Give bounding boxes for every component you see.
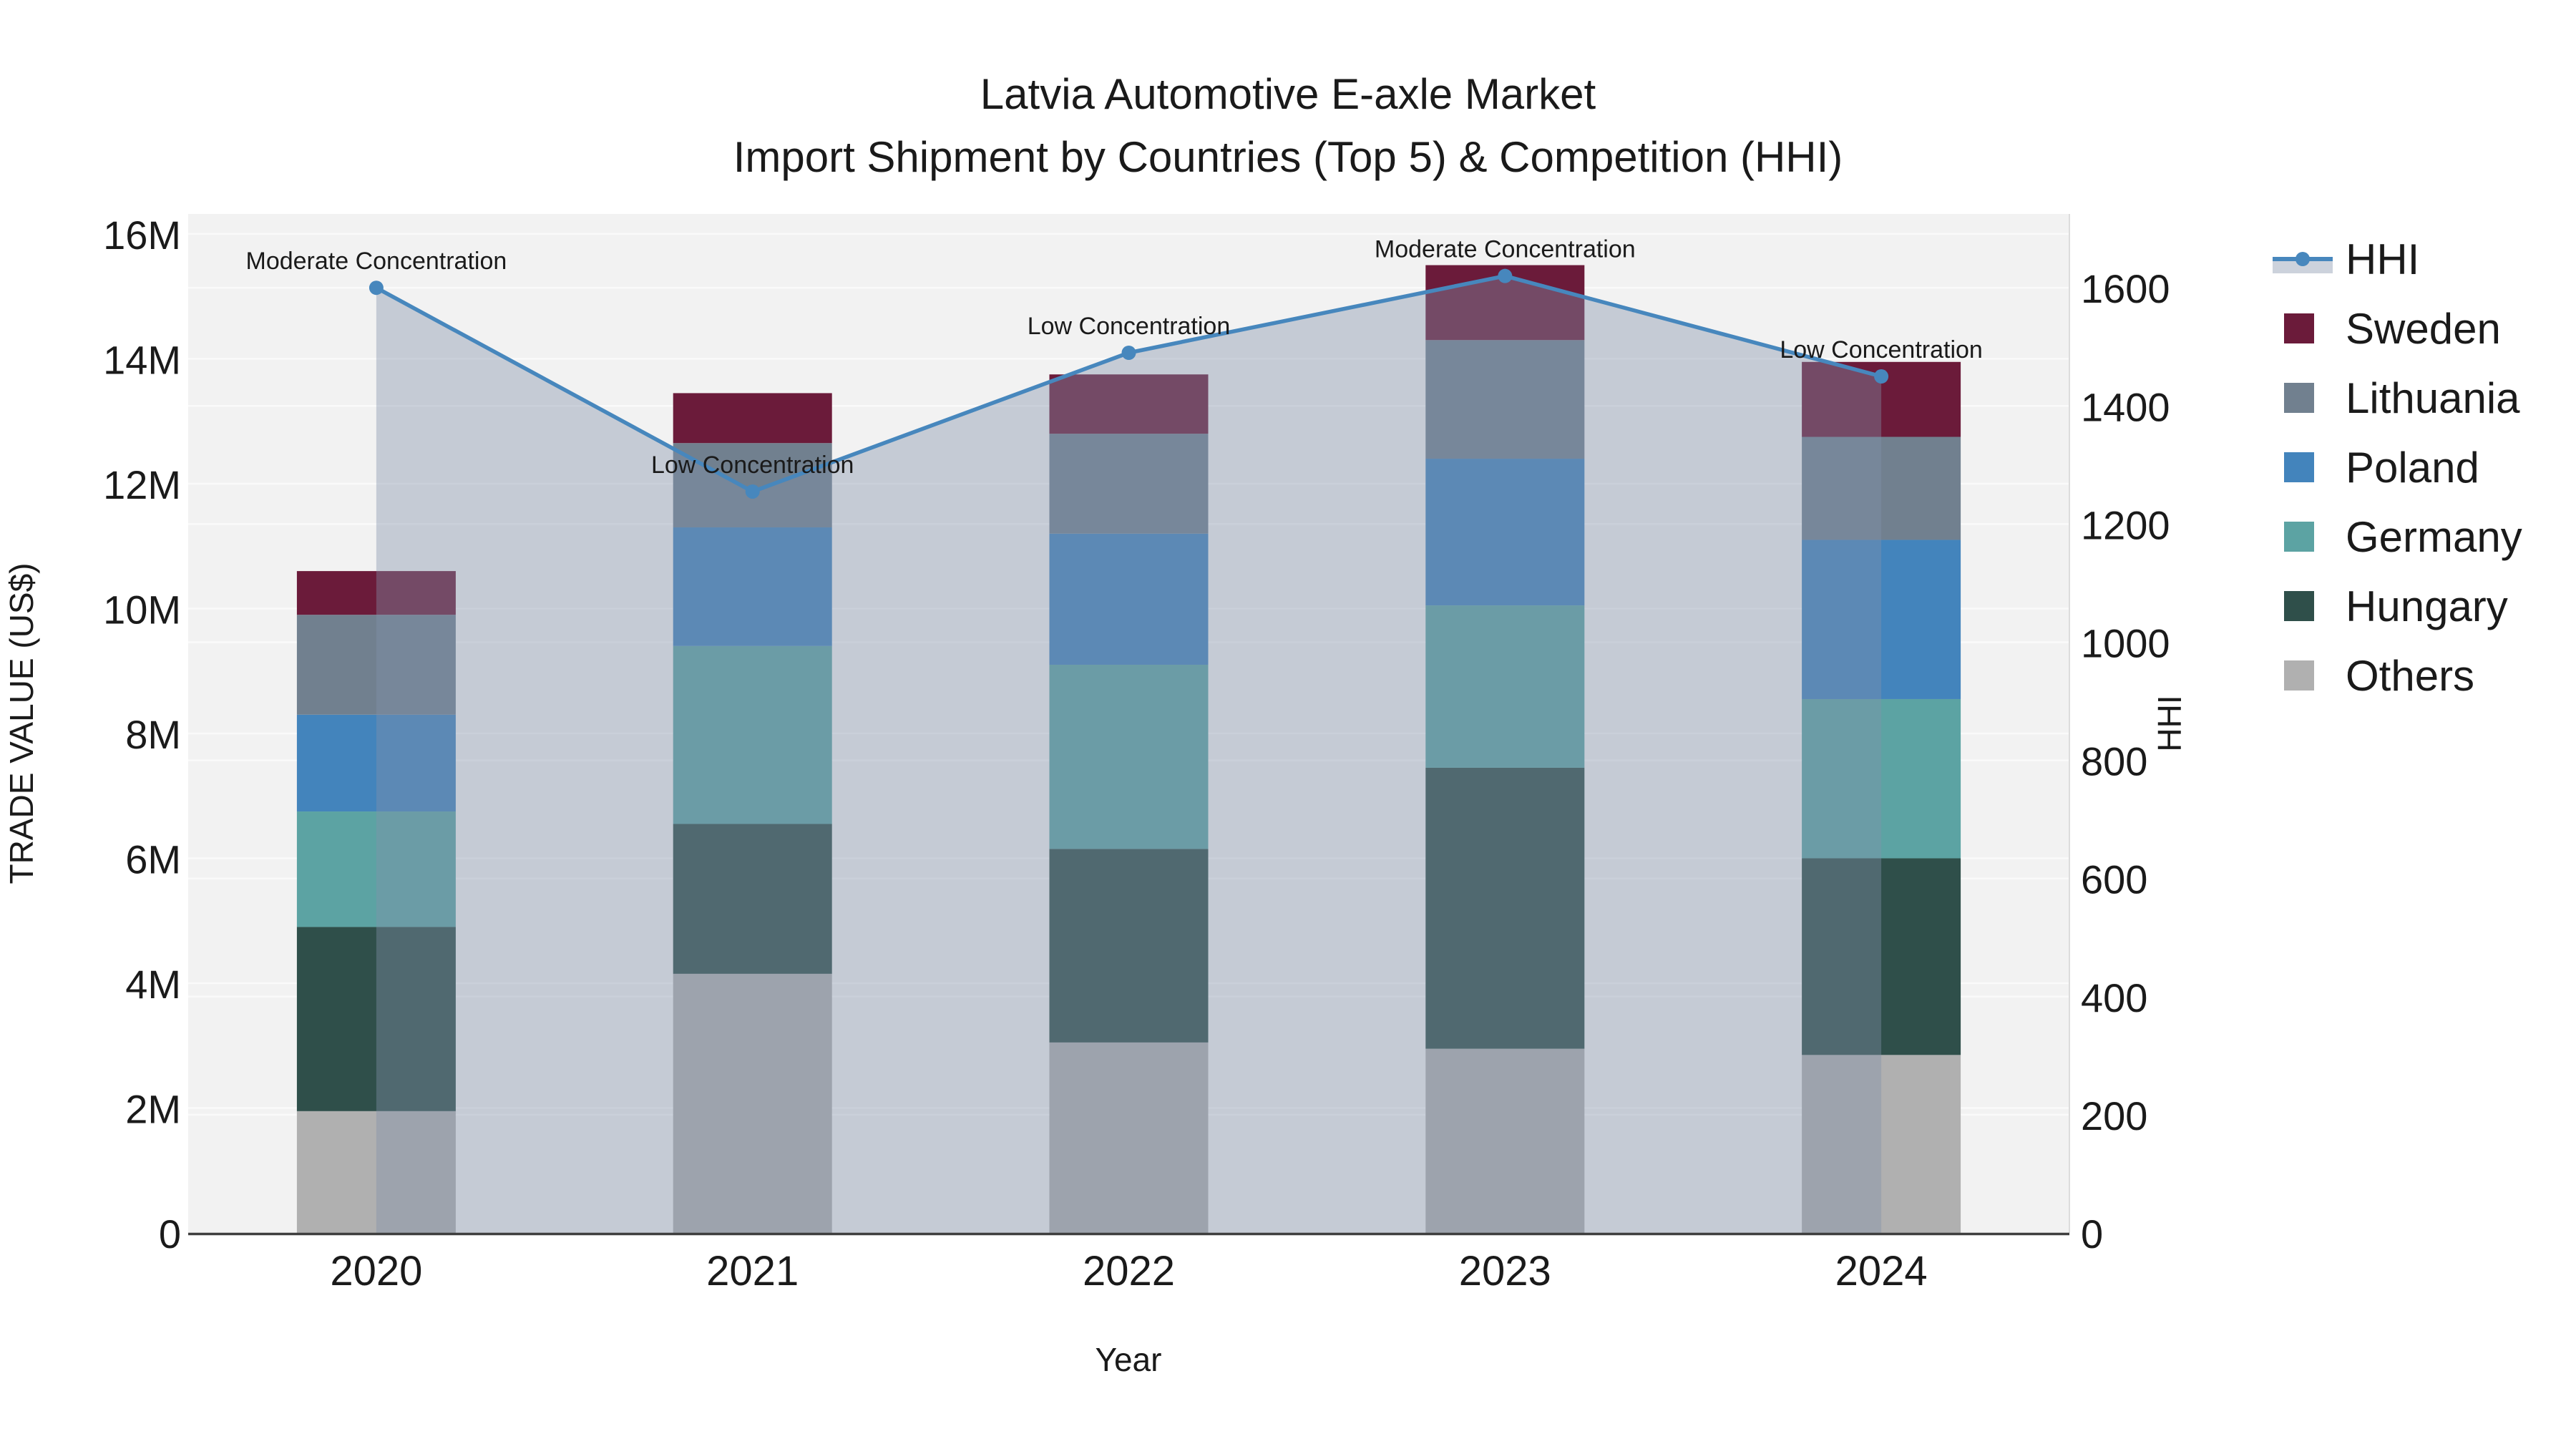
bar-segment-2020-lithuania[interactable] <box>296 615 456 715</box>
x-tick-2024: 2024 <box>1835 1248 1928 1294</box>
right-tick-1600: 1600 <box>2081 266 2170 311</box>
legend-swatch-germany <box>2284 522 2314 552</box>
bar-segment-2021-hungary[interactable] <box>673 824 832 974</box>
hhi-area-fill <box>376 275 1882 1234</box>
hhi-marker-2023[interactable] <box>1498 268 1513 283</box>
bar-segment-2022-hungary[interactable] <box>1049 849 1209 1043</box>
x-tick-2023: 2023 <box>1459 1248 1551 1294</box>
legend-swatch-others <box>2284 660 2314 691</box>
bar-segment-2024-hungary[interactable] <box>1802 858 1961 1055</box>
axes-layer: 0 2M 4M 6M 8M 10M 12M 14M 16M 0 200 400 600 800 1000 12… <box>103 213 2170 1294</box>
right-tick-600: 600 <box>2081 857 2147 902</box>
right-tick-1200: 1200 <box>2081 502 2170 547</box>
legend-swatch-hungary <box>2284 591 2314 621</box>
annotation-2022: Low Concentration <box>1028 313 1231 340</box>
bar-segment-2024-lithuania[interactable] <box>1802 436 1961 540</box>
legend-item-sweden[interactable]: Sweden <box>2284 305 2501 353</box>
bar-segment-2022-germany[interactable] <box>1049 664 1209 849</box>
bar-segment-2023-lithuania[interactable] <box>1425 340 1585 459</box>
right-tick-800: 800 <box>2081 739 2147 784</box>
right-tick-0: 0 <box>2081 1211 2103 1257</box>
annotation-2023: Moderate Concentration <box>1375 236 1636 263</box>
left-tick-4M: 4M <box>125 962 181 1007</box>
bar-segment-2020-hungary[interactable] <box>296 927 456 1111</box>
stacked-bars-layer <box>296 265 1961 1233</box>
bar-segment-2022-sweden[interactable] <box>1049 374 1209 434</box>
annotation-2024: Low Concentration <box>1780 336 1983 364</box>
bar-segment-2022-lithuania[interactable] <box>1049 434 1209 534</box>
chart-title-line1: Latvia Automotive E-axle Market <box>980 70 1596 118</box>
bar-segment-2022-poland[interactable] <box>1049 533 1209 665</box>
bar-segment-2020-others[interactable] <box>296 1111 456 1233</box>
hhi-marker-2022[interactable] <box>1121 345 1136 360</box>
legend-item-germany[interactable]: Germany <box>2284 513 2522 561</box>
left-tick-6M: 6M <box>125 836 181 882</box>
hhi-marker-2021[interactable] <box>745 484 760 499</box>
right-tick-1400: 1400 <box>2081 384 2170 429</box>
bar-segment-2023-poland[interactable] <box>1425 459 1585 606</box>
legend-label-lithuania: Lithuania <box>2346 374 2520 422</box>
left-tick-12M: 12M <box>103 462 181 507</box>
bar-segment-2023-others[interactable] <box>1425 1048 1585 1233</box>
bar-segment-2021-sweden[interactable] <box>673 393 832 444</box>
left-axis-title: TRADE VALUE (US$) <box>3 562 40 884</box>
left-tick-0: 0 <box>159 1211 181 1257</box>
bar-segment-2024-others[interactable] <box>1802 1055 1961 1233</box>
hhi-marker-2020[interactable] <box>369 280 384 296</box>
legend-swatch-sweden <box>2284 313 2314 343</box>
bar-segment-2024-germany[interactable] <box>1802 698 1961 859</box>
bar-segment-2024-poland[interactable] <box>1802 540 1961 699</box>
x-axis-title: Year <box>1096 1341 1162 1378</box>
left-tick-16M: 16M <box>103 213 181 258</box>
right-tick-400: 400 <box>2081 975 2147 1020</box>
bar-segment-2021-others[interactable] <box>673 973 832 1233</box>
legend-label-poland: Poland <box>2346 444 2479 492</box>
annotations-layer: Moderate Concentration Low Concentration L… <box>246 236 1983 479</box>
annotation-2021: Low Concentration <box>651 452 854 479</box>
hhi-line-layer <box>369 268 1889 499</box>
x-tick-2022: 2022 <box>1083 1248 1175 1294</box>
legend-item-hhi[interactable]: HHI <box>2273 235 2419 283</box>
bar-segment-2020-poland[interactable] <box>296 714 456 812</box>
legend-swatch-lithuania <box>2284 383 2314 413</box>
right-tick-200: 200 <box>2081 1093 2147 1138</box>
hhi-area-fill-layer <box>376 275 1882 1234</box>
x-tick-2020: 2020 <box>330 1248 422 1294</box>
left-tick-14M: 14M <box>103 337 181 382</box>
legend-label-hungary: Hungary <box>2346 582 2508 630</box>
chart-title-line2: Import Shipment by Countries (Top 5) & C… <box>733 133 1843 181</box>
left-tick-10M: 10M <box>103 587 181 632</box>
legend-item-lithuania[interactable]: Lithuania <box>2284 374 2520 422</box>
bar-segment-2020-germany[interactable] <box>296 811 456 927</box>
bar-segment-2021-germany[interactable] <box>673 645 832 824</box>
legend-label-others: Others <box>2346 652 2474 700</box>
bar-segment-2023-hungary[interactable] <box>1425 767 1585 1049</box>
hhi-marker-2024[interactable] <box>1874 369 1889 384</box>
bar-segment-2021-poland[interactable] <box>673 527 832 646</box>
bar-segment-2020-sweden[interactable] <box>296 571 456 615</box>
x-tick-2021: 2021 <box>706 1248 799 1294</box>
right-axis-title: HHI <box>2151 695 2188 751</box>
bar-segment-2022-others[interactable] <box>1049 1042 1209 1233</box>
bar-segment-2023-germany[interactable] <box>1425 605 1585 768</box>
legend: HHI Sweden Lithuania Poland Germany Hungary Ot… <box>2273 235 2522 700</box>
legend-item-others[interactable]: Others <box>2284 652 2474 700</box>
right-tick-1000: 1000 <box>2081 620 2170 665</box>
legend-item-poland[interactable]: Poland <box>2284 444 2479 492</box>
annotation-2020: Moderate Concentration <box>246 248 507 275</box>
left-tick-2M: 2M <box>125 1086 181 1131</box>
legend-label-germany: Germany <box>2346 513 2522 561</box>
legend-swatch-poland <box>2284 452 2314 482</box>
left-tick-8M: 8M <box>125 712 181 757</box>
legend-label-sweden: Sweden <box>2346 305 2501 353</box>
legend-label-hhi: HHI <box>2346 235 2419 283</box>
legend-item-hungary[interactable]: Hungary <box>2284 582 2508 630</box>
legend-hhi-fill-band <box>2273 260 2333 273</box>
legend-hhi-marker <box>2296 252 2310 266</box>
